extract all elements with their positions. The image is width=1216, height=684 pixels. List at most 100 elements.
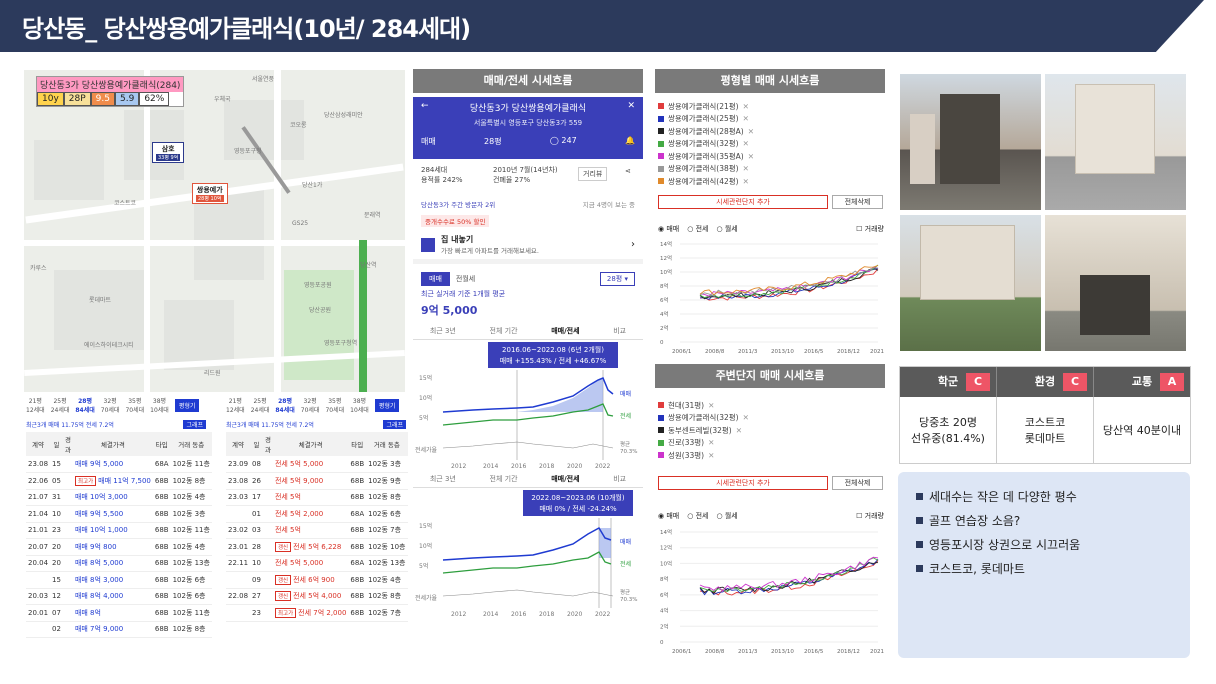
remove-series-icon[interactable]: ✕ (742, 114, 749, 124)
delete-all-button[interactable]: 전체삭제 (832, 195, 883, 209)
radio-monthly[interactable]: ○ 월세 (716, 512, 738, 520)
remove-series-icon[interactable]: ✕ (735, 425, 742, 435)
legend-item[interactable]: 쌍용예가클래식(32평) ✕ (658, 412, 883, 425)
size-select[interactable]: 28평 (484, 137, 502, 146)
remove-series-icon[interactable]: ✕ (742, 139, 749, 149)
size-tab[interactable]: 38평 10세대 (350, 396, 369, 414)
size-tab[interactable]: 35평 70세대 (325, 396, 344, 414)
size-tab[interactable]: 21평 12세대 (226, 396, 245, 414)
size-tab[interactable]: 25평 24세대 (251, 396, 270, 414)
size-tab-active[interactable]: 28평 84세대 (75, 396, 94, 414)
legend-item[interactable]: 쌍용예가클래식(35평A) ✕ (658, 150, 883, 163)
legend-item[interactable]: 쌍용예가클래식(38평) ✕ (658, 163, 883, 176)
legend-item[interactable]: 동부센트레빌(32평) ✕ (658, 424, 883, 437)
table-row[interactable]: 21.01 23 매매 10억 1,000 68B 102동 11층 (26, 522, 212, 539)
radio-label: 매매 (666, 512, 680, 520)
period-tab[interactable]: 최근 3년 (429, 327, 456, 335)
radio-sale[interactable]: ◉ 매매 (658, 512, 680, 520)
period-tabs-2: 최근 3년 전체 기간 매매/전세 비교 (413, 474, 643, 488)
size-tab[interactable]: 32평 70세대 (101, 396, 120, 414)
sell-home-banner[interactable]: 집 내놓기 가장 빠르게 아파트를 거래해보세요. › (413, 230, 643, 264)
table-row[interactable]: 22.08 27 갱신 전세 5억 4,000 68B 102동 8층 (226, 588, 408, 605)
period-tab-active[interactable]: 매매/전세 (551, 327, 580, 335)
tab-sale[interactable]: 매매 (421, 272, 450, 286)
legend-item[interactable]: 쌍용예가클래식(28평A) ✕ (658, 125, 883, 138)
table-row[interactable]: 23.08 15 매매 9억 5,000 68A 102동 11층 (26, 456, 212, 473)
legend-item[interactable]: 쌍용예가클래식(32평) ✕ (658, 138, 883, 151)
size-tab[interactable]: 35평 70세대 (125, 396, 144, 414)
table-row[interactable]: 20.01 07 매매 8억 68B 102동 11층 (26, 604, 212, 622)
radio-jeonse[interactable]: ○ 전세 (687, 512, 709, 520)
radio-sale[interactable]: ◉ 매매 (658, 225, 680, 233)
period-tab-active[interactable]: 매매/전세 (551, 475, 580, 483)
legend-item[interactable]: 쌍용예가클래식(42평) ✕ (658, 175, 883, 188)
complex-badge[interactable]: 당산동3가 당산쌍용예가클래식(284) 10y 28P 9.5 5.9 62% (36, 76, 185, 107)
table-row[interactable]: 02 매매 7억 9,000 68B 102동 8층 (26, 621, 212, 638)
table-row[interactable]: 23 최고가 전세 7억 2,000 68B 102동 7층 (226, 604, 408, 622)
table-row[interactable]: 20.07 20 매매 9억 800 68B 102동 4층 (26, 538, 212, 556)
street-view-button[interactable]: 거리뷰 (578, 167, 608, 181)
size-tab[interactable]: 38평 10세대 (150, 396, 169, 414)
size-tab[interactable]: 25평 24세대 (51, 396, 70, 414)
small-graph-button[interactable]: 그래프 (183, 420, 206, 429)
table-row[interactable]: 22.06 05 최고가 매매 11억 7,500 68B 102동 8층 (26, 472, 212, 490)
remove-series-icon[interactable]: ✕ (708, 450, 715, 460)
table-row[interactable]: 23.01 28 갱신 전세 5억 6,228 68B 102동 10층 (226, 538, 408, 556)
add-complex-button[interactable]: 시세관련단지 추가 (658, 195, 828, 209)
map-view[interactable]: 당산동3가 당산쌍용예가클래식(284) 10y 28P 9.5 5.9 62%… (24, 70, 405, 392)
bell-icon[interactable]: 🔔 (625, 136, 635, 145)
remove-series-icon[interactable]: ✕ (742, 176, 749, 186)
graph-button[interactable]: 평형기 (174, 398, 200, 412)
table-row[interactable]: 23.03 17 전세 5억 68B 102동 8층 (226, 489, 408, 506)
table-row[interactable]: 20.03 12 매매 8억 4,000 68B 102동 6층 (26, 588, 212, 605)
table-row[interactable]: 15 매매 8억 3,000 68B 102동 6층 (26, 571, 212, 589)
graph-button[interactable]: 평형기 (374, 398, 400, 412)
table-row[interactable]: 01 전세 5억 2,000 68A 102동 6층 (226, 505, 408, 523)
table-row[interactable]: 23.09 08 전세 5억 5,000 68B 102동 3층 (226, 456, 408, 473)
size-dropdown[interactable]: 28평 ▾ (599, 272, 635, 286)
legend-item[interactable]: 쌍용예가클래식(25평) ✕ (658, 113, 883, 126)
radio-jeonse[interactable]: ○ 전세 (687, 225, 709, 233)
period-tab[interactable]: 비교 (613, 475, 627, 483)
period-tab[interactable]: 전체 기간 (489, 327, 518, 335)
tab-rent[interactable]: 전월세 (455, 275, 476, 283)
remove-series-icon[interactable]: ✕ (742, 101, 749, 111)
size-tab-active[interactable]: 28평 84세대 (275, 396, 294, 414)
table-row[interactable]: 23.08 26 전세 5억 9,000 68B 102동 9층 (226, 472, 408, 490)
add-complex-button[interactable]: 시세관련단지 추가 (658, 476, 828, 490)
table-row[interactable]: 09 갱신 전세 6억 900 68B 102동 4층 (226, 571, 408, 589)
legend-item[interactable]: 성원(33평) ✕ (658, 449, 883, 462)
remove-series-icon[interactable]: ✕ (708, 438, 715, 448)
map-marker-samho[interactable]: 삼호 33평 9억 (152, 142, 185, 163)
legend-item[interactable]: 현대(31평) ✕ (658, 399, 883, 412)
remove-series-icon[interactable]: ✕ (708, 400, 715, 410)
size-tab[interactable]: 32평 70세대 (301, 396, 320, 414)
table-row[interactable]: 20.04 20 매매 8억 5,000 68B 102동 13층 (26, 555, 212, 572)
back-icon[interactable]: ← (421, 101, 429, 111)
period-tab[interactable]: 비교 (613, 327, 627, 335)
period-tab[interactable]: 최근 3년 (429, 475, 456, 483)
small-graph-button[interactable]: 그래프 (383, 420, 406, 429)
volume-label: 거래량 (864, 225, 884, 233)
legend-item[interactable]: 쌍용예가클래식(21평) ✕ (658, 100, 883, 113)
close-icon[interactable]: ✕ (627, 101, 635, 111)
table-row[interactable]: 21.07 31 매매 10억 3,000 68B 102동 4층 (26, 489, 212, 506)
volume-checkbox[interactable]: ☐ 거래량 (856, 512, 884, 520)
period-tab[interactable]: 전체 기간 (489, 475, 518, 483)
size-tab[interactable]: 21평 12세대 (26, 396, 45, 414)
comment-count[interactable]: ◯ 247 (549, 136, 577, 145)
remove-series-icon[interactable]: ✕ (747, 151, 755, 161)
remove-series-icon[interactable]: ✕ (747, 126, 755, 136)
delete-all-button[interactable]: 전체삭제 (832, 476, 883, 490)
map-marker-ssangyong[interactable]: 쌍용예가 28평 10억 (192, 183, 228, 204)
table-row[interactable]: 21.04 10 매매 9억 5,500 68B 102동 3층 (26, 505, 212, 523)
table-row[interactable]: 23.02 03 전세 5억 68B 102동 7층 (226, 522, 408, 539)
deal-type-select[interactable]: 매매 (421, 137, 436, 146)
remove-series-icon[interactable]: ✕ (742, 413, 749, 423)
radio-monthly[interactable]: ○ 월세 (716, 225, 738, 233)
share-icon[interactable]: ⋖ (625, 167, 631, 175)
volume-checkbox[interactable]: ☐ 거래량 (856, 225, 884, 233)
table-row[interactable]: 22.11 10 전세 5억 5,000 68A 102동 13층 (226, 555, 408, 572)
remove-series-icon[interactable]: ✕ (742, 164, 749, 174)
legend-item[interactable]: 진로(33평) ✕ (658, 437, 883, 450)
